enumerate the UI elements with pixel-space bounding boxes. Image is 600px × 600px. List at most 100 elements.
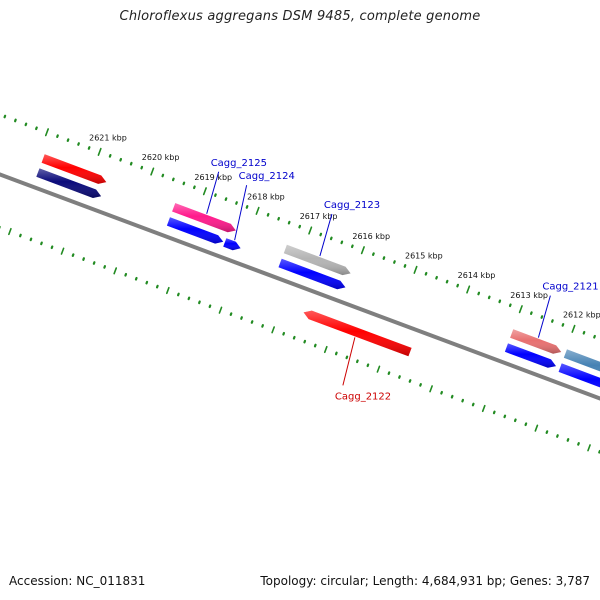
- scale-tick-label: 2615 kbp: [405, 251, 443, 260]
- scale-minor-tick: [593, 334, 596, 339]
- scale-minor-tick: [403, 264, 407, 268]
- inner-scale-minor-tick: [198, 300, 201, 305]
- gene-label[interactable]: Cagg_2123: [324, 200, 380, 211]
- inner-scale-minor-tick: [524, 422, 528, 427]
- inner-scale-minor-tick: [82, 257, 85, 261]
- scale-minor-tick: [424, 271, 428, 276]
- scale-minor-tick: [14, 118, 17, 123]
- scale-tick-label: 2619 kbp: [194, 173, 232, 182]
- scale-minor-tick: [235, 201, 238, 205]
- scale-tick-label: 2614 kbp: [458, 271, 496, 280]
- accession-text: Accession: NC_011831: [9, 574, 146, 588]
- scale-minor-tick: [340, 240, 344, 245]
- inner-scale-minor-tick: [155, 284, 159, 289]
- scale-minor-tick: [3, 114, 7, 119]
- scale-minor-tick: [529, 311, 533, 315]
- inner-scale-minor-tick: [176, 292, 180, 297]
- scale-major-tick: [308, 226, 313, 235]
- scale-tick-label: 2621 kbp: [89, 134, 127, 143]
- scale-minor-tick: [456, 283, 460, 288]
- inner-scale-minor-tick: [103, 265, 107, 269]
- scale-minor-tick: [140, 165, 144, 170]
- genome-summary-text: Topology: circular; Length: 4,684,931 bp…: [260, 574, 590, 588]
- scale-minor-tick: [329, 236, 333, 241]
- scale-minor-tick: [182, 181, 186, 186]
- scale-minor-tick: [171, 177, 175, 182]
- scale-minor-tick: [108, 153, 112, 158]
- gene-layer: [36, 154, 600, 388]
- inner-scale-minor-tick: [355, 359, 359, 364]
- gene-label-leader: [537, 295, 551, 338]
- gene-shading: [278, 258, 346, 290]
- inner-scale-minor-tick: [471, 402, 475, 407]
- gene-shading: [303, 310, 412, 357]
- scale-minor-tick: [245, 205, 249, 209]
- inner-scale-minor-tick: [208, 304, 212, 309]
- inner-scale-minor-tick: [261, 324, 264, 328]
- scale-major-tick: [44, 128, 49, 137]
- scale-tick-label: 2616 kbp: [352, 232, 390, 241]
- scale-tick-label: 2612 kbp: [563, 310, 600, 319]
- inner-scale-major-tick: [218, 306, 223, 314]
- scale-major-tick: [518, 305, 523, 314]
- inner-scale-major-tick: [323, 345, 328, 354]
- scale-major-tick: [150, 167, 155, 176]
- scale-major-tick: [413, 265, 418, 274]
- gene-label[interactable]: Cagg_2122: [335, 391, 391, 402]
- scale-minor-tick: [129, 161, 133, 166]
- inner-scale-major-tick: [8, 227, 12, 236]
- inner-scale-layer: [0, 225, 600, 454]
- scale-tick-label: 2618 kbp: [247, 193, 285, 202]
- inner-scale-minor-tick: [419, 383, 422, 387]
- scale-minor-tick: [435, 275, 438, 280]
- map-title: Chloroflexus aggregans DSM 9485, complet…: [119, 9, 481, 24]
- scale-major-tick: [571, 324, 576, 333]
- scale-minor-tick: [487, 295, 491, 300]
- scale-minor-tick: [382, 256, 386, 260]
- inner-scale-minor-tick: [387, 371, 391, 375]
- scale-minor-tick: [224, 197, 228, 201]
- scale-tick-label: 2613 kbp: [510, 291, 548, 300]
- inner-scale-minor-tick: [71, 253, 75, 257]
- scale-minor-tick: [87, 146, 91, 150]
- gene-label-leader: [234, 185, 248, 241]
- gene-label[interactable]: Cagg_2125: [211, 158, 267, 169]
- scale-tick-label: 2617 kbp: [300, 212, 338, 221]
- scale-minor-tick: [540, 315, 544, 319]
- scale-minor-tick: [66, 138, 70, 142]
- scale-major-tick: [466, 285, 471, 294]
- inner-scale-minor-tick: [545, 430, 549, 434]
- inner-scale-major-tick: [429, 385, 433, 393]
- inner-scale-minor-tick: [556, 434, 559, 438]
- inner-scale-minor-tick: [492, 410, 496, 415]
- scale-minor-tick: [214, 193, 217, 197]
- scale-minor-tick: [35, 126, 38, 131]
- gene-shading: [563, 349, 600, 372]
- gene-label-leader: [342, 337, 356, 386]
- inner-scale-minor-tick: [334, 351, 338, 356]
- scale-minor-tick: [561, 323, 565, 327]
- inner-scale-minor-tick: [250, 320, 254, 324]
- inner-scale-minor-tick: [577, 442, 580, 446]
- inner-scale-minor-tick: [461, 398, 465, 403]
- gene-shading: [36, 168, 102, 198]
- inner-scale-minor-tick: [503, 414, 507, 419]
- scale-minor-tick: [477, 291, 481, 296]
- scale-minor-tick: [266, 212, 270, 217]
- gene-label[interactable]: Cagg_2121: [542, 282, 598, 293]
- backbone-layer: [0, 172, 600, 401]
- scale-minor-tick: [298, 224, 302, 229]
- inner-scale-minor-tick: [229, 312, 233, 316]
- gene-shading: [41, 154, 107, 184]
- scale-layer: 2621 kbp 2620 kbp 2619 kbp 2618 kbp 2617 kbp…: [3, 114, 600, 339]
- inner-scale-major-tick: [271, 326, 275, 334]
- inner-scale-minor-tick: [408, 379, 412, 383]
- inner-scale-minor-tick: [450, 394, 454, 399]
- gene-label[interactable]: Cagg_2124: [239, 171, 295, 182]
- scale-minor-tick: [350, 244, 354, 249]
- gene-shading: [283, 244, 351, 276]
- inner-scale-minor-tick: [187, 296, 191, 301]
- scale-minor-tick: [77, 142, 80, 146]
- inner-scale-major-tick: [165, 286, 170, 295]
